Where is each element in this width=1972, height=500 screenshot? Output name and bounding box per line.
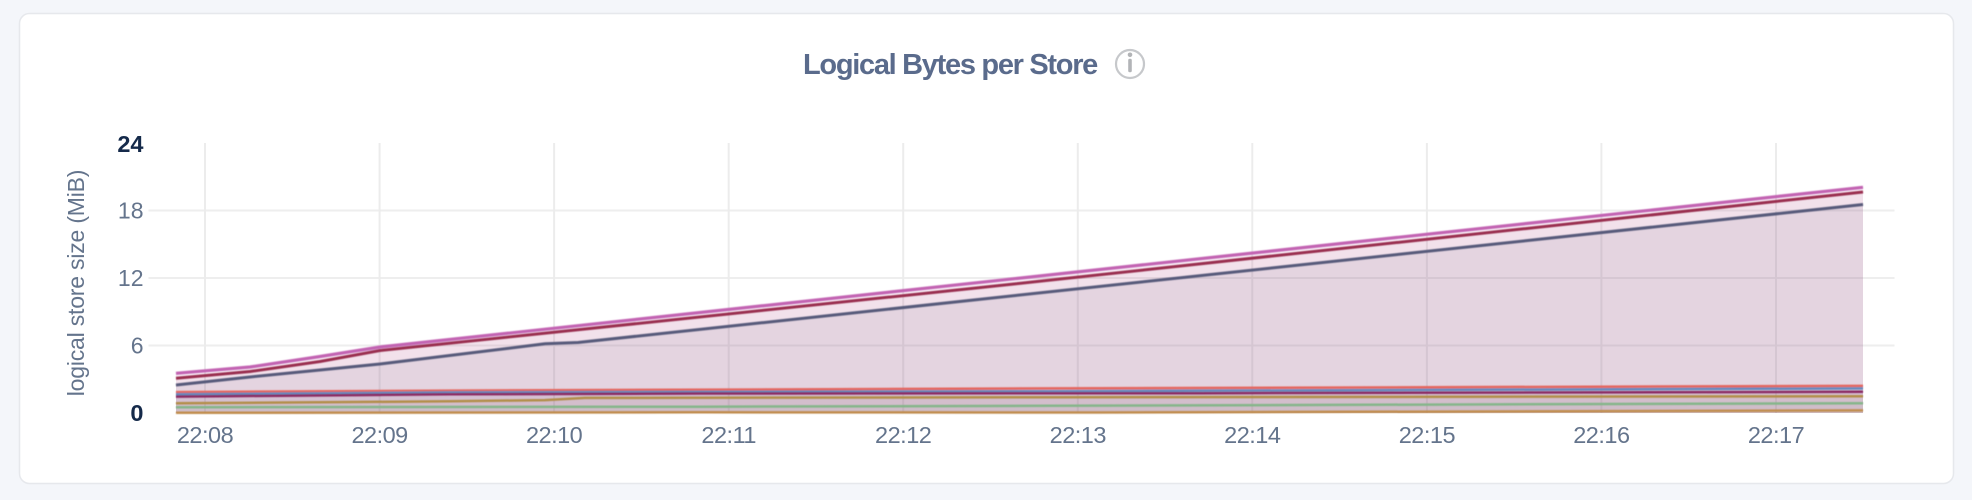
svg-text:22:16: 22:16 xyxy=(1573,422,1630,448)
svg-text:12: 12 xyxy=(118,265,144,291)
svg-text:22:11: 22:11 xyxy=(701,422,756,448)
svg-text:22:09: 22:09 xyxy=(351,422,407,448)
svg-text:logical store size (MiB): logical store size (MiB) xyxy=(63,170,89,397)
svg-text:22:14: 22:14 xyxy=(1224,422,1281,448)
svg-text:Logical Bytes per Store: Logical Bytes per Store xyxy=(803,49,1098,81)
svg-text:0: 0 xyxy=(130,400,143,426)
svg-text:22:17: 22:17 xyxy=(1748,422,1804,448)
svg-text:22:10: 22:10 xyxy=(526,422,583,448)
svg-text:18: 18 xyxy=(118,198,144,224)
svg-text:6: 6 xyxy=(131,333,144,359)
svg-text:24: 24 xyxy=(117,131,143,157)
svg-text:22:08: 22:08 xyxy=(177,422,234,448)
svg-text:22:15: 22:15 xyxy=(1399,422,1456,448)
svg-text:22:13: 22:13 xyxy=(1050,422,1107,448)
svg-text:22:12: 22:12 xyxy=(875,422,931,448)
